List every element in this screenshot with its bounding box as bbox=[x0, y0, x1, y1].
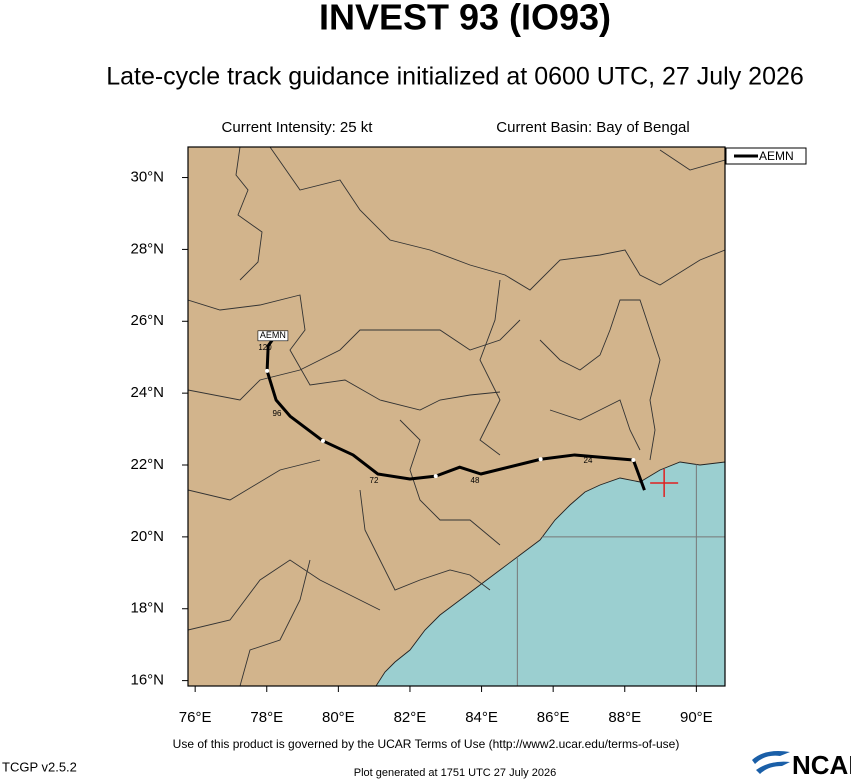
borders bbox=[188, 147, 725, 686]
track-point bbox=[265, 368, 270, 373]
y-tick-label: 28°N bbox=[130, 240, 164, 257]
track-hour-label: 24 bbox=[584, 456, 593, 465]
x-tick-label: 76°E bbox=[179, 709, 212, 726]
x-tick-label: 88°E bbox=[608, 709, 641, 726]
x-tick-label: 84°E bbox=[465, 709, 498, 726]
y-tick-label: 18°N bbox=[130, 600, 164, 617]
y-tick-label: 22°N bbox=[130, 456, 164, 473]
track-point bbox=[538, 457, 543, 462]
y-tick-label: 30°N bbox=[130, 169, 164, 186]
y-tick-label: 20°N bbox=[130, 528, 164, 545]
ocean bbox=[375, 461, 725, 686]
track-hour-label: 120 bbox=[258, 343, 272, 352]
title: INVEST 93 (IO93) bbox=[319, 0, 611, 38]
logo-swoosh bbox=[756, 761, 790, 774]
footer-terms: Use of this product is governed by the U… bbox=[173, 737, 680, 751]
legend-label: AEMN bbox=[759, 149, 794, 163]
x-tick-label: 78°E bbox=[250, 709, 283, 726]
x-tick-label: 80°E bbox=[322, 709, 355, 726]
plot-frame bbox=[187, 146, 726, 687]
x-tick-label: 90°E bbox=[680, 709, 713, 726]
y-tick-label: 26°N bbox=[130, 312, 164, 329]
y-tick-label: 24°N bbox=[130, 384, 164, 401]
logo-swoosh bbox=[752, 751, 790, 764]
generated: Plot generated at 1751 UTC 27 July 2026 bbox=[354, 767, 556, 779]
x-tick-label: 82°E bbox=[394, 709, 427, 726]
track-point bbox=[631, 457, 636, 462]
track-point bbox=[433, 474, 438, 479]
legend: AEMN bbox=[725, 147, 807, 165]
intensity: Current Intensity: 25 kt bbox=[222, 119, 374, 136]
subtitle: Late-cycle track guidance initialized at… bbox=[106, 63, 804, 91]
track-line bbox=[265, 336, 646, 491]
map-area bbox=[188, 147, 725, 686]
legend-box bbox=[725, 147, 807, 165]
track-hour-label: 48 bbox=[471, 476, 480, 485]
x-tick-label: 86°E bbox=[537, 709, 570, 726]
basin: Current Basin: Bay of Bengal bbox=[496, 119, 689, 136]
track-name: AEMN bbox=[260, 330, 286, 340]
y-tick-label: 16°N bbox=[130, 672, 164, 689]
version: TCGP v2.5.2 bbox=[2, 759, 77, 774]
track-hour-label: 96 bbox=[273, 409, 282, 418]
logo: NCAR bbox=[752, 750, 851, 780]
track-hour-label: 72 bbox=[370, 476, 379, 485]
track-name-box bbox=[257, 330, 289, 342]
track-point bbox=[320, 438, 325, 443]
logo-text: NCAR bbox=[792, 750, 851, 780]
